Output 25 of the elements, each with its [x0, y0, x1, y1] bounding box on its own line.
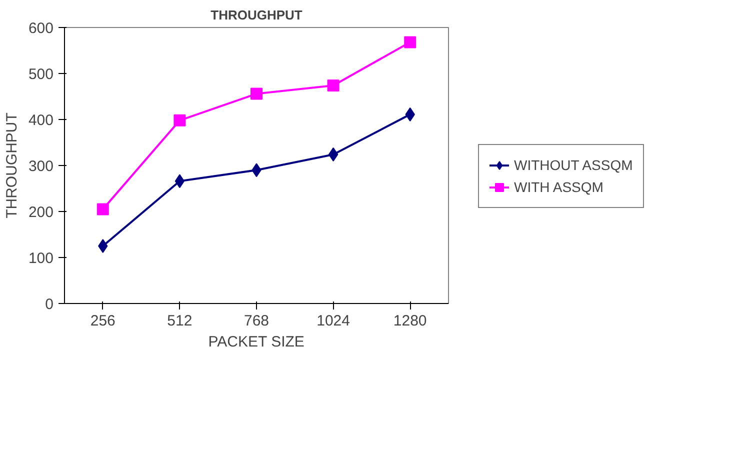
legend-label: WITHOUT ASSQM	[514, 157, 633, 173]
point	[174, 174, 185, 188]
y-tick-label: 500	[28, 66, 54, 83]
point	[404, 36, 416, 48]
x-tick-label: 256	[90, 312, 116, 330]
point	[250, 88, 262, 100]
y-tick-label: 300	[28, 158, 54, 175]
x-tick-label: 768	[244, 312, 270, 330]
point	[328, 147, 338, 162]
x-tick-label: 1024	[316, 312, 350, 330]
point	[327, 79, 340, 92]
point	[98, 239, 108, 253]
legend-label: WITH ASSQM	[514, 179, 604, 195]
y-tick-label: 0	[45, 296, 54, 313]
y-tick-label: 400	[28, 112, 54, 129]
x-tick-label: 512	[167, 312, 192, 330]
point	[96, 203, 109, 216]
y-tick-label: 600	[28, 20, 54, 37]
y-axis-title: THROUGHPUT	[3, 112, 20, 218]
point	[174, 114, 186, 126]
x-axis-title: PACKET SIZE	[208, 334, 304, 350]
y-tick-label: 100	[28, 250, 54, 267]
x-tick-label: 1280	[393, 312, 427, 330]
chart-title: THROUGHPUT	[210, 8, 302, 22]
y-tick-label: 200	[28, 204, 54, 221]
